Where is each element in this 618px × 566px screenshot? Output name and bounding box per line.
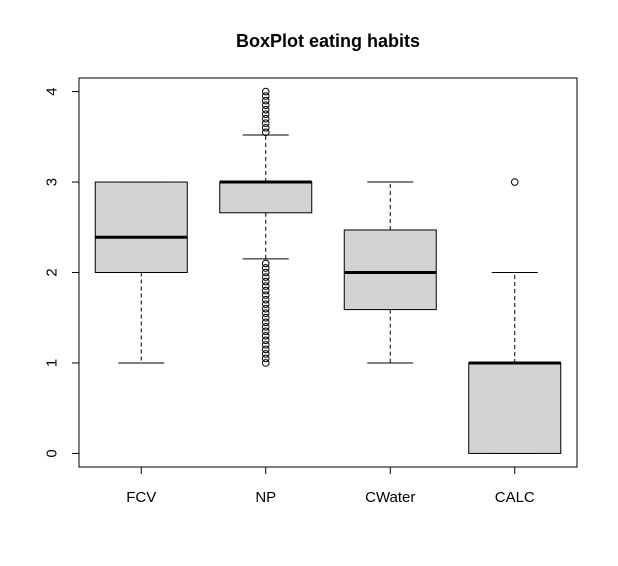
outlier-point: [261, 114, 270, 123]
outlier-point: [261, 295, 270, 304]
outlier-point: [261, 313, 270, 322]
y-tick-label: 2: [44, 268, 61, 276]
outlier-point: [261, 318, 270, 327]
outlier-point: [261, 322, 270, 331]
x-axis: FCV NP CWater CALC: [126, 467, 535, 506]
outlier-point: [261, 327, 270, 336]
x-tick-label: CWater: [365, 489, 415, 506]
outlier-point: [261, 259, 270, 268]
outlier-point: [261, 119, 270, 128]
outlier-point: [261, 300, 270, 308]
outlier-point: [261, 92, 270, 100]
outlier-point: [261, 282, 270, 290]
box-rect: [219, 181, 313, 214]
y-axis: 0 1 2 3 4: [44, 87, 79, 458]
y-tick-label: 3: [44, 178, 61, 186]
outlier-point: [261, 96, 270, 105]
boxes-group: [94, 87, 562, 454]
outlier-point: [261, 101, 270, 109]
y-tick-label: 1: [44, 359, 61, 367]
outlier-point: [261, 105, 270, 114]
outlier-point: [510, 178, 519, 186]
box-cwater: [343, 181, 437, 364]
box-rect: [94, 181, 188, 273]
x-tick-label: FCV: [126, 489, 156, 506]
outlier-point: [261, 268, 270, 277]
outlier-point: [261, 332, 270, 340]
outlier-point: [261, 304, 270, 313]
box-calc: [468, 178, 562, 454]
outlier-point: [261, 128, 270, 137]
outlier-point: [261, 264, 270, 272]
chart-title: BoxPlot eating habits: [236, 31, 420, 51]
outlier-point: [261, 273, 270, 281]
x-tick-label: CALC: [495, 489, 535, 506]
x-tick-label: NP: [255, 489, 276, 506]
outlier-point: [261, 336, 270, 345]
outlier-point: [261, 309, 270, 318]
box-np: [219, 87, 313, 367]
outlier-point: [261, 345, 270, 354]
outlier-point: [261, 341, 270, 349]
box-rect: [343, 229, 437, 311]
y-tick-label: 0: [44, 449, 61, 457]
outlier-point: [261, 87, 270, 96]
outlier-point: [261, 277, 270, 286]
outlier-point: [261, 354, 270, 363]
outlier-point: [261, 123, 270, 132]
outlier-point: [261, 286, 270, 295]
box-fcv: [94, 181, 188, 364]
outlier-point: [261, 291, 270, 299]
y-tick-label: 4: [44, 87, 61, 95]
outlier-point: [261, 110, 270, 118]
box-rect: [468, 362, 562, 454]
outlier-point: [261, 359, 270, 367]
outlier-point: [261, 350, 270, 358]
